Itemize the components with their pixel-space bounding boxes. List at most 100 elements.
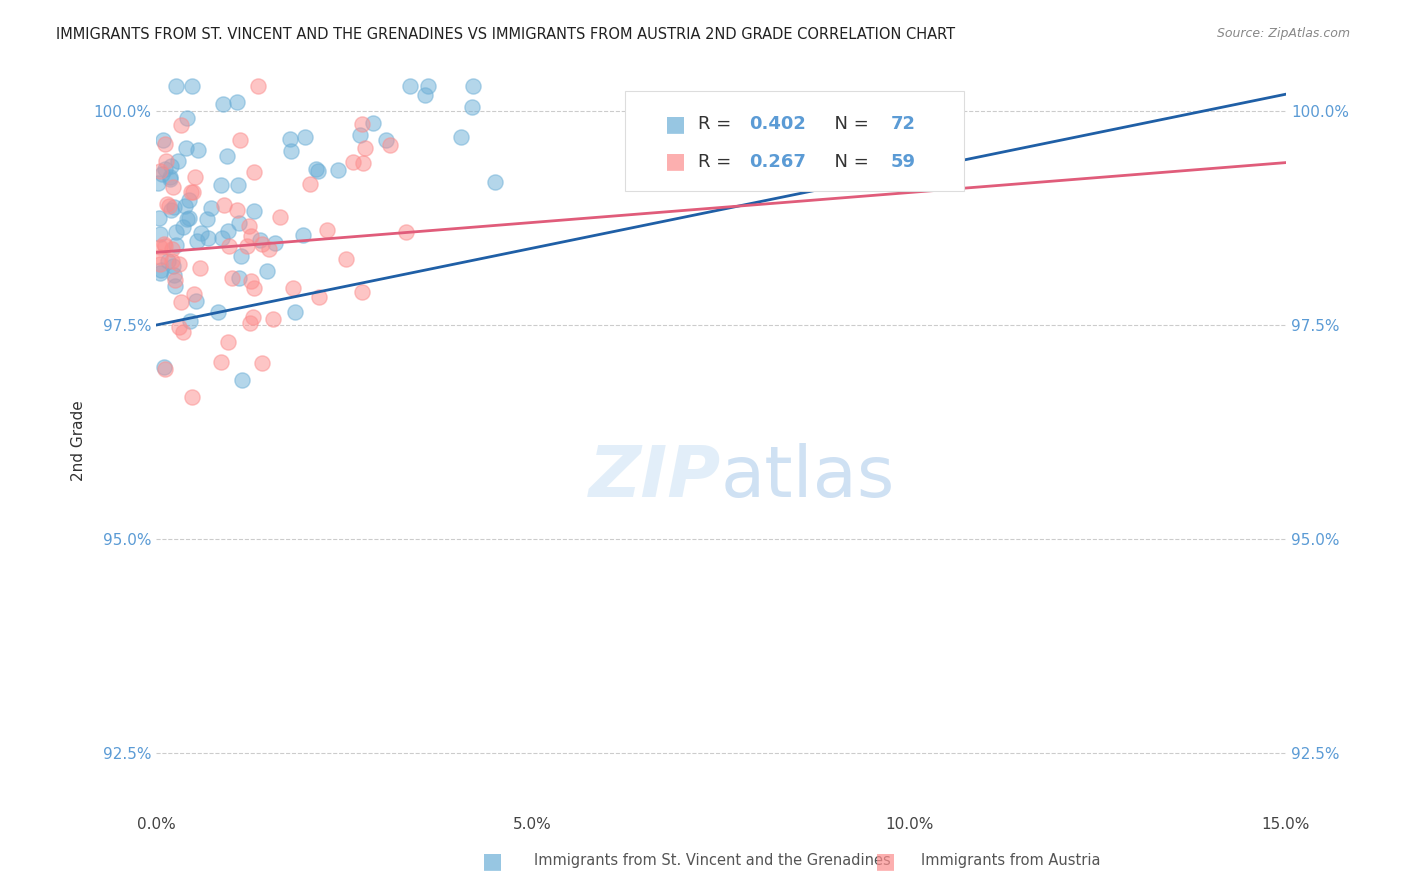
Point — [229, 133, 252, 147]
Text: ■: ■ — [876, 851, 896, 871]
Point — [160, 202, 183, 217]
Point — [350, 285, 373, 300]
Point — [349, 128, 371, 143]
Point — [226, 95, 249, 109]
Point — [239, 274, 262, 288]
Point — [361, 116, 384, 130]
Point — [156, 254, 179, 268]
Point — [256, 264, 278, 278]
Point — [461, 78, 484, 93]
Point — [176, 212, 198, 227]
Point — [207, 304, 229, 318]
Point — [278, 131, 301, 145]
Point — [375, 133, 398, 147]
Point — [184, 294, 207, 309]
Point — [165, 78, 187, 93]
Point — [304, 162, 326, 177]
Point — [249, 233, 271, 247]
Point — [212, 96, 235, 111]
Point — [167, 320, 190, 334]
Point — [352, 156, 374, 170]
Point — [146, 176, 169, 190]
Point — [169, 295, 191, 310]
Point — [418, 78, 440, 93]
Point — [326, 162, 349, 177]
Text: ■: ■ — [665, 114, 686, 135]
Point — [228, 178, 250, 192]
Point — [225, 202, 247, 217]
Point — [149, 251, 172, 265]
Point — [155, 162, 177, 177]
Point — [149, 266, 172, 280]
Text: Immigrants from St. Vincent and the Grenadines: Immigrants from St. Vincent and the Gren… — [534, 854, 891, 868]
Point — [484, 175, 506, 189]
Point — [231, 373, 253, 387]
Point — [269, 210, 291, 224]
Point — [197, 231, 219, 245]
Text: IMMIGRANTS FROM ST. VINCENT AND THE GRENADINES VS IMMIGRANTS FROM AUSTRIA 2ND GR: IMMIGRANTS FROM ST. VINCENT AND THE GREN… — [56, 27, 955, 42]
Point — [163, 273, 186, 287]
Point — [149, 257, 172, 271]
Point — [200, 202, 222, 216]
Point — [172, 219, 194, 234]
Point — [179, 314, 201, 328]
Point — [284, 305, 307, 319]
Point — [209, 178, 232, 193]
Point — [172, 325, 194, 339]
Point — [394, 225, 416, 239]
Point — [180, 185, 202, 199]
Point — [177, 211, 200, 225]
Point — [160, 253, 183, 268]
Point — [149, 240, 172, 254]
Point — [174, 141, 197, 155]
Point — [450, 130, 472, 145]
Point — [242, 310, 264, 325]
Point — [294, 129, 316, 144]
Text: ■: ■ — [482, 851, 502, 871]
Text: 59: 59 — [890, 153, 915, 170]
Point — [156, 196, 179, 211]
Point — [209, 355, 232, 369]
Text: 72: 72 — [890, 115, 915, 133]
Point — [157, 199, 180, 213]
Point — [252, 356, 274, 370]
Point — [228, 216, 250, 230]
Point — [153, 359, 176, 374]
Point — [153, 362, 176, 376]
Text: N =: N = — [823, 153, 875, 170]
Point — [176, 112, 198, 126]
Point — [353, 141, 375, 155]
Point — [280, 144, 302, 158]
Text: atlas: atlas — [721, 443, 896, 512]
Point — [307, 164, 329, 178]
Text: 0.402: 0.402 — [749, 115, 806, 133]
Point — [184, 169, 207, 184]
Point — [461, 100, 484, 114]
Point — [228, 270, 250, 285]
Point — [160, 159, 183, 173]
Point — [218, 238, 240, 252]
Point — [153, 237, 176, 252]
Point — [195, 211, 218, 226]
Point — [212, 198, 235, 212]
Point — [250, 236, 273, 251]
Point — [150, 263, 173, 277]
Point — [163, 268, 186, 283]
Point — [211, 231, 233, 245]
Point — [153, 136, 176, 151]
Point — [291, 228, 314, 243]
Point — [235, 239, 257, 253]
Point — [240, 229, 263, 244]
Y-axis label: 2nd Grade: 2nd Grade — [72, 401, 86, 481]
Point — [165, 238, 187, 252]
Point — [188, 261, 211, 276]
Point — [183, 286, 205, 301]
Text: 0.267: 0.267 — [749, 153, 806, 170]
Point — [398, 78, 420, 93]
Point — [155, 154, 177, 169]
FancyBboxPatch shape — [624, 91, 965, 191]
Point — [170, 118, 193, 132]
Point — [148, 211, 170, 225]
Text: ZIP: ZIP — [589, 443, 721, 512]
Point — [149, 164, 172, 178]
